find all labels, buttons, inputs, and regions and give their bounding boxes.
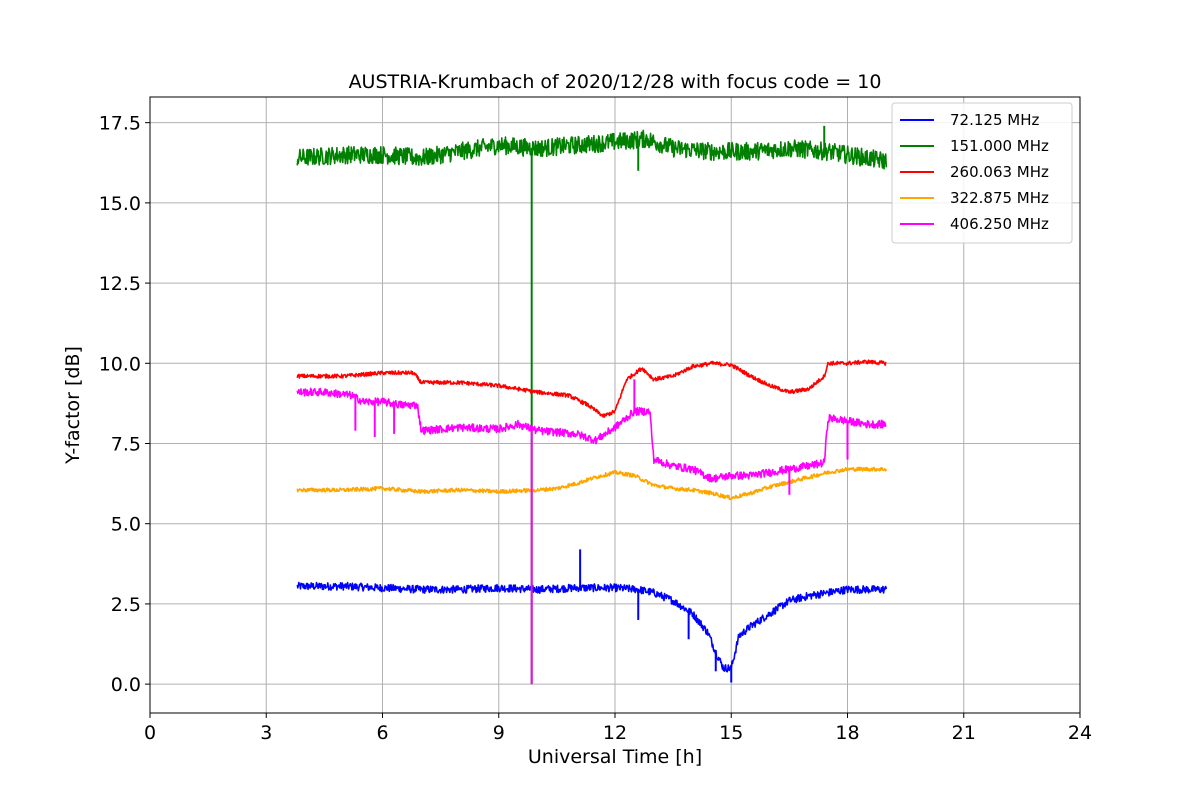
x-tick-label: 21 <box>952 722 976 744</box>
legend-label: 151.000 MHz <box>950 137 1049 155</box>
x-tick-label: 18 <box>835 722 859 744</box>
series-line <box>296 359 887 419</box>
x-tick-label: 3 <box>260 722 272 744</box>
series-4 <box>296 379 887 685</box>
x-tick-label: 0 <box>144 722 156 744</box>
y-tick-label: 10.0 <box>99 353 141 375</box>
legend: 72.125 MHz 151.000 MHz 260.063 MHz 322.875 … <box>891 102 1073 244</box>
legend-label: 260.063 MHz <box>950 163 1049 181</box>
y-tick-label: 12.5 <box>99 273 141 295</box>
chart-title: AUSTRIA-Krumbach of 2020/12/28 with focu… <box>349 71 882 93</box>
x-axis-label: Universal Time [h] <box>528 746 702 768</box>
y-tick-label: 17.5 <box>99 113 141 135</box>
legend-label: 322.875 MHz <box>950 189 1049 207</box>
series-0 <box>296 549 888 683</box>
x-tick-label: 6 <box>376 722 388 744</box>
x-tick-label: 12 <box>603 722 627 744</box>
legend-label: 406.250 MHz <box>950 215 1049 233</box>
x-tick-label: 15 <box>719 722 743 744</box>
series-3 <box>296 466 888 501</box>
x-tick-label: 24 <box>1068 722 1092 744</box>
legend-box <box>891 102 1073 244</box>
y-tick-label: 5.0 <box>111 514 141 536</box>
series-line <box>296 129 888 170</box>
series-line <box>296 387 887 483</box>
series-2 <box>296 359 887 419</box>
tick-layer: 0 3 6 9 12 15 18 21 24 0.0 2.5 5.0 7.5 10.0 12.5 15.0 17… <box>99 113 1092 744</box>
series-layer <box>296 125 888 685</box>
y-tick-label: 15.0 <box>99 193 141 215</box>
y-axis-label: Y-factor [dB] <box>62 346 84 465</box>
y-tick-label: 7.5 <box>111 434 141 456</box>
y-tick-label: 0.0 <box>111 674 141 696</box>
series-line <box>296 466 888 501</box>
legend-label: 72.125 MHz <box>950 111 1039 129</box>
y-tick-label: 2.5 <box>111 594 141 616</box>
series-line <box>296 581 888 673</box>
x-tick-label: 9 <box>493 722 505 744</box>
